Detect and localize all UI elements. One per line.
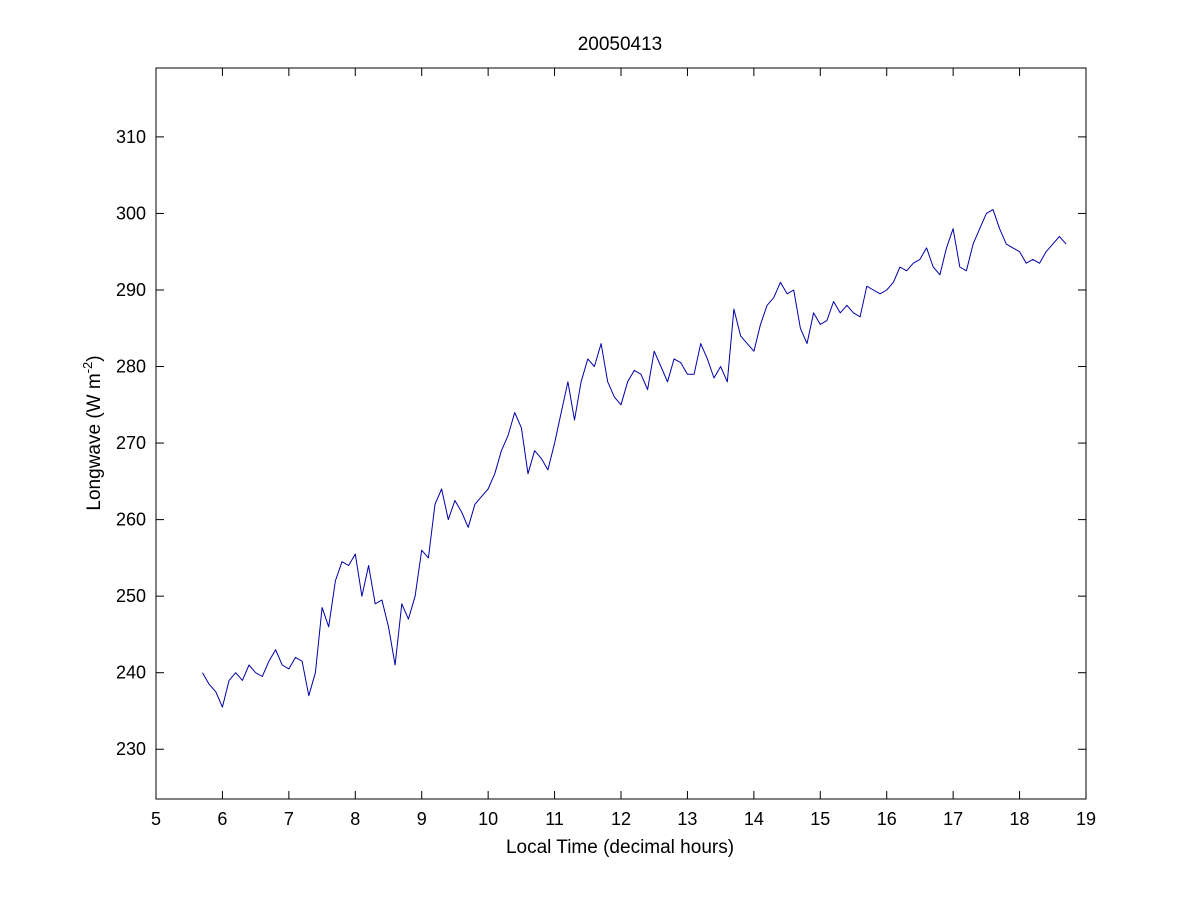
x-tick-label: 11: [545, 809, 564, 829]
x-tick-label: 17: [943, 809, 963, 829]
y-axis-title-superscript: -2: [80, 362, 95, 374]
y-tick-label: 310: [116, 127, 146, 147]
x-tick-label: 12: [611, 809, 631, 829]
x-tick-label: 14: [744, 809, 764, 829]
y-axis: 230 240 250 260 270 280 290 300 310: [116, 127, 1086, 759]
y-axis-title-close: ): [84, 355, 105, 361]
x-tick-label: 19: [1076, 809, 1096, 829]
x-tick-label: 15: [810, 809, 830, 829]
y-tick-label: 290: [116, 280, 146, 300]
plot-area: [155, 67, 1087, 800]
data-series-line: [202, 209, 1067, 708]
x-tick-label: 7: [284, 809, 294, 829]
y-tick-label: 250: [116, 586, 146, 606]
x-tick-label: 13: [677, 809, 697, 829]
y-tick-label: 270: [116, 433, 146, 453]
x-tick-label: 18: [1010, 809, 1030, 829]
x-axis-title: Local Time (decimal hours): [506, 837, 734, 858]
y-tick-label: 260: [116, 510, 146, 530]
chart-title: 20050413: [578, 34, 663, 55]
x-tick-label: 5: [151, 809, 161, 829]
y-tick-label: 240: [116, 663, 146, 683]
y-axis-title: Longwave (W m-2): [80, 355, 105, 510]
y-axis-title-text: Longwave (W m: [84, 373, 105, 510]
x-tick-label: 8: [350, 809, 360, 829]
y-tick-label: 300: [116, 203, 146, 223]
x-tick-label: 9: [417, 809, 427, 829]
x-axis: 5 6 7 8 9 10 11 12 13 14 15 16 17 18 19: [151, 68, 1096, 829]
y-tick-label: 230: [116, 739, 146, 759]
x-tick-label: 10: [478, 809, 498, 829]
x-tick-label: 16: [877, 809, 897, 829]
x-tick-label: 6: [217, 809, 227, 829]
y-tick-label: 280: [116, 357, 146, 377]
